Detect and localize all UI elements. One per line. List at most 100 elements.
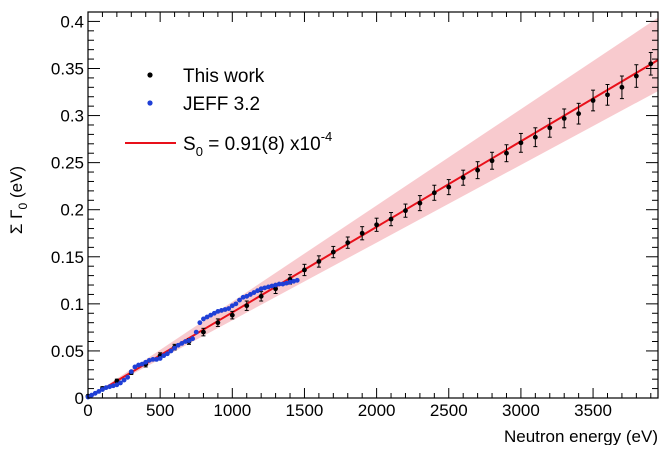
data-point — [157, 356, 163, 361]
data-point — [460, 175, 466, 181]
x-tick-label: 1500 — [286, 401, 324, 420]
data-point — [164, 351, 170, 357]
data-point — [175, 342, 181, 348]
data-point — [89, 392, 95, 398]
data-point — [208, 312, 214, 318]
x-axis-ticks: 0 500 1000 1500 2000 2500 3000 3500 — [83, 12, 652, 420]
x-tick-label: 3000 — [502, 401, 540, 420]
data-point — [96, 389, 102, 394]
legend-fit-s: S — [183, 134, 196, 155]
data-point — [576, 111, 582, 117]
data-point — [190, 336, 196, 342]
data-point — [179, 340, 185, 346]
data-point — [359, 230, 365, 236]
legend-fit-value: = 0.91(8) x10 — [203, 134, 321, 155]
data-point — [233, 301, 239, 307]
data-point — [374, 222, 380, 228]
data-point — [648, 61, 654, 67]
data-point — [518, 140, 524, 146]
data-point — [475, 167, 481, 173]
data-point — [302, 267, 307, 273]
y-tick-label: 0.1 — [60, 295, 84, 314]
data-point — [605, 92, 610, 98]
data-point — [316, 259, 322, 264]
x-tick-label: 2500 — [430, 401, 468, 420]
data-point — [273, 282, 278, 288]
x-tick-label: 1000 — [213, 401, 251, 420]
data-point — [287, 279, 293, 285]
data-point — [183, 339, 188, 344]
data-point — [258, 293, 264, 299]
fit-uncertainty-band — [88, 17, 658, 399]
series-this-work — [85, 51, 654, 399]
y-axis-ticks: 0 0.05 0.1 0.15 0.2 0.25 0.3 0.35 0.4 — [51, 12, 658, 408]
data-point — [244, 293, 250, 299]
y-axis-title: Σ Γ0 (eV) — [7, 166, 30, 234]
data-point — [291, 278, 297, 284]
data-point — [121, 377, 127, 383]
data-point — [403, 208, 408, 214]
data-point — [633, 73, 639, 79]
data-point — [193, 329, 199, 335]
legend-marker-jeff — [147, 100, 153, 106]
data-point — [417, 200, 423, 206]
data-point — [215, 308, 221, 314]
legend-fit-exponent: -4 — [321, 129, 333, 144]
data-point — [294, 277, 300, 283]
y-tick-label: 0.05 — [51, 342, 84, 361]
x-tick-label: 3500 — [574, 401, 612, 420]
data-point — [172, 345, 177, 351]
data-point — [446, 184, 452, 190]
data-point — [532, 134, 538, 140]
series-jeff-3-2 — [85, 277, 300, 400]
data-point — [118, 380, 123, 386]
y-tick-label: 0.25 — [51, 154, 84, 173]
legend: This work JEFF 3.2 S0 = 0.91(8) x10-4 — [125, 66, 332, 159]
y-tick-label: 0.15 — [51, 248, 84, 267]
data-point — [504, 150, 509, 156]
data-point — [345, 240, 351, 246]
data-point — [489, 158, 495, 164]
plot-background — [88, 12, 658, 398]
legend-fit-s-sub: 0 — [196, 144, 203, 159]
data-point — [226, 306, 232, 311]
legend-label-fit: S0 = 0.91(8) x10-4 — [183, 129, 332, 159]
data-point — [240, 294, 246, 300]
data-point — [215, 320, 221, 326]
data-point — [237, 297, 242, 303]
data-point — [244, 303, 250, 309]
data-point — [107, 384, 113, 390]
data-point — [222, 307, 228, 312]
data-point — [388, 216, 394, 222]
y-tick-label: 0.3 — [60, 107, 84, 126]
data-point — [168, 348, 174, 354]
data-point — [590, 98, 596, 103]
data-point — [247, 292, 253, 297]
y-axis-title-unit: (eV) — [7, 166, 26, 203]
data-point — [262, 285, 268, 291]
data-point — [186, 338, 192, 343]
data-point — [154, 357, 159, 362]
data-point — [197, 320, 203, 326]
data-point — [146, 357, 152, 363]
data-point — [330, 249, 336, 255]
y-tick-label: 0.4 — [60, 12, 84, 31]
data-point — [280, 281, 286, 287]
data-point — [229, 303, 235, 309]
legend-label-jeff: JEFF 3.2 — [183, 94, 260, 115]
data-point — [136, 362, 141, 368]
data-point — [92, 390, 98, 396]
data-point — [110, 383, 116, 389]
data-point — [284, 280, 289, 286]
fit-uncertainty-band-layer — [88, 17, 658, 399]
data-point — [204, 314, 210, 320]
data-point — [276, 281, 282, 287]
x-tick-label: 2000 — [358, 401, 396, 420]
data-point — [143, 359, 149, 365]
data-point — [229, 312, 235, 318]
x-axis-title: Neutron energy (eV) — [504, 427, 658, 445]
data-point — [161, 353, 167, 359]
x-tick-label: 500 — [146, 401, 174, 420]
